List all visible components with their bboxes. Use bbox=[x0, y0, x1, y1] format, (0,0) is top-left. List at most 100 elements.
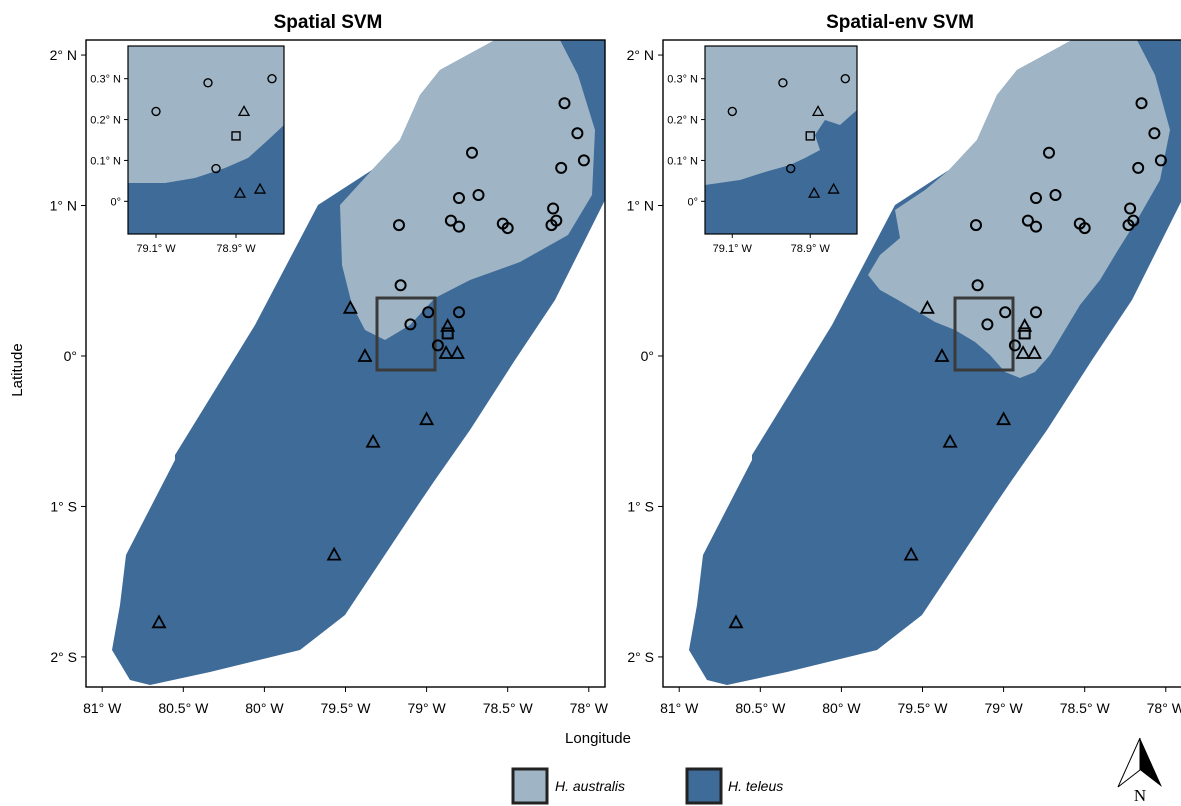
h-teleus-point bbox=[1026, 345, 1042, 359]
legend: H. australis H. teleus bbox=[511, 767, 783, 805]
h-australis-point bbox=[472, 189, 485, 201]
legend-swatch-australis bbox=[511, 767, 549, 805]
h-australis-point bbox=[999, 306, 1012, 319]
h-teleus-point bbox=[1015, 345, 1031, 359]
h-australis-point bbox=[466, 146, 478, 159]
h-australis-point bbox=[1030, 306, 1042, 319]
inset-square-marker bbox=[231, 131, 241, 141]
inset-h-australis-point bbox=[151, 106, 161, 117]
y-tick-label: 1° N bbox=[50, 198, 77, 214]
inset-y-tick-label: 0.3° N bbox=[90, 74, 121, 86]
legend-label-australis: H. australis bbox=[555, 778, 625, 794]
h-australis-point bbox=[501, 222, 514, 235]
h-teleus-point bbox=[728, 614, 744, 629]
inset-map: 79.1° W 78.9° W 0.3° N 0.2° N 0.1° N 0° bbox=[667, 45, 858, 255]
h-australis-point bbox=[558, 97, 571, 110]
inset-h-australis-point bbox=[840, 73, 850, 84]
square-point bbox=[1018, 327, 1031, 340]
y-tick-label: 2° N bbox=[627, 47, 654, 63]
h-australis-point bbox=[444, 214, 457, 227]
inset-h-australis-point bbox=[778, 78, 788, 88]
inset-h-australis-points bbox=[151, 73, 277, 174]
inset-h-australis-point bbox=[211, 163, 221, 174]
inset-h-australis-point bbox=[727, 106, 737, 117]
inset-y-tick-label: 0° bbox=[110, 196, 121, 208]
h-australis-point bbox=[453, 306, 465, 319]
x-tick-label: 78° W bbox=[570, 700, 609, 716]
inset-y-ticks: 0.3° N 0.2° N 0.1° N 0° bbox=[90, 74, 128, 208]
h-australis-point bbox=[422, 306, 435, 319]
h-teleus-point bbox=[1017, 318, 1033, 332]
y-tick-label: 1° S bbox=[627, 498, 654, 514]
x-tick-label: 78° W bbox=[1147, 700, 1181, 716]
h-teleus-point bbox=[419, 411, 435, 426]
h-teleus-point bbox=[934, 348, 950, 362]
inset-x-tick-label: 78.9° W bbox=[791, 243, 831, 255]
x-axis-ticks: 81° W 80.5° W 80° W 79.5° W 79° W 78.5° W 78° … bbox=[660, 687, 1181, 716]
square-point bbox=[441, 327, 454, 340]
inset-square-point bbox=[231, 131, 241, 141]
legend-label-teleus: H. teleus bbox=[728, 778, 783, 794]
panel-spatial-env-svm: Spatial-env SVM 81° W 80.5° W 80° W 79.5° W… bbox=[627, 12, 1181, 716]
h-australis-point bbox=[1078, 222, 1091, 235]
h-australis-point bbox=[1008, 339, 1021, 352]
inset-h-australis-point bbox=[267, 73, 277, 84]
h-australis-point bbox=[453, 192, 465, 204]
h-teleus-point bbox=[903, 546, 919, 561]
region-h-australis bbox=[340, 40, 595, 340]
h-australis-point bbox=[555, 161, 568, 174]
h-teleus-point bbox=[942, 433, 958, 448]
x-tick-label: 79.5° W bbox=[321, 700, 372, 716]
inset-h-teleus-point bbox=[237, 105, 251, 117]
inset-h-australis-points bbox=[727, 73, 850, 174]
h-australis-point bbox=[577, 154, 590, 167]
h-teleus-point bbox=[151, 614, 167, 629]
inset-y-tick-label: 0.1° N bbox=[90, 155, 121, 167]
inset-h-teleus-point bbox=[253, 182, 267, 194]
h-australis-point bbox=[1021, 214, 1034, 227]
inset-h-teleus-point bbox=[808, 186, 821, 198]
inset-x-tick-label: 79.1° W bbox=[713, 243, 753, 255]
inset-h-australis-point bbox=[203, 78, 213, 88]
h-australis-point bbox=[981, 318, 994, 331]
h-australis-point bbox=[1043, 146, 1055, 159]
x-tick-label: 79° W bbox=[984, 700, 1023, 716]
y-tick-label: 0° bbox=[641, 348, 654, 364]
h-australis-point bbox=[404, 318, 417, 331]
inset-x-ticks: 79.1° W 78.9° W bbox=[136, 234, 256, 255]
north-label: N bbox=[1134, 786, 1146, 805]
study-area-box bbox=[375, 296, 437, 372]
inset-h-teleus-points bbox=[808, 105, 840, 198]
h-australis-point bbox=[1154, 154, 1167, 167]
h-australis-point bbox=[970, 219, 982, 232]
inset-h-teleus-point bbox=[233, 186, 247, 198]
x-axis-ticks: 81° W 80.5° W 80° W 79.5° W 79° W 78.5° W 78° … bbox=[83, 687, 609, 716]
x-tick-label: 80° W bbox=[245, 700, 284, 716]
inset-x-tick-label: 78.9° W bbox=[216, 243, 256, 255]
y-tick-label: 2° N bbox=[50, 47, 77, 63]
h-teleus-points bbox=[728, 299, 1042, 629]
y-tick-label: 1° N bbox=[627, 198, 654, 214]
h-teleus-point bbox=[996, 411, 1012, 426]
h-australis-point bbox=[1132, 161, 1145, 174]
y-tick-label: 2° S bbox=[50, 649, 77, 665]
panel-title: Spatial-env SVM bbox=[826, 12, 974, 33]
x-tick-label: 80° W bbox=[822, 700, 861, 716]
panel-spatial-svm: Spatial SVM 81° W 80.5° W 80° W 79.5° W 79° … bbox=[50, 12, 609, 716]
h-australis-points bbox=[970, 97, 1167, 352]
x-tick-label: 78.5° W bbox=[483, 700, 534, 716]
h-australis-point bbox=[394, 279, 407, 292]
inset-h-teleus-points bbox=[233, 105, 267, 198]
h-teleus-point bbox=[919, 299, 935, 314]
inset-y-tick-label: 0° bbox=[687, 196, 698, 208]
x-tick-label: 81° W bbox=[660, 700, 699, 716]
h-teleus-point bbox=[449, 345, 465, 359]
h-teleus-point bbox=[365, 433, 381, 448]
h-australis-point bbox=[1135, 97, 1148, 110]
h-australis-point bbox=[971, 279, 984, 292]
inset-y-tick-label: 0.2° N bbox=[667, 115, 698, 127]
inset-x-ticks: 79.1° W 78.9° W bbox=[713, 234, 831, 255]
inset-x-tick-label: 79.1° W bbox=[136, 243, 176, 255]
h-australis-points bbox=[393, 97, 590, 352]
